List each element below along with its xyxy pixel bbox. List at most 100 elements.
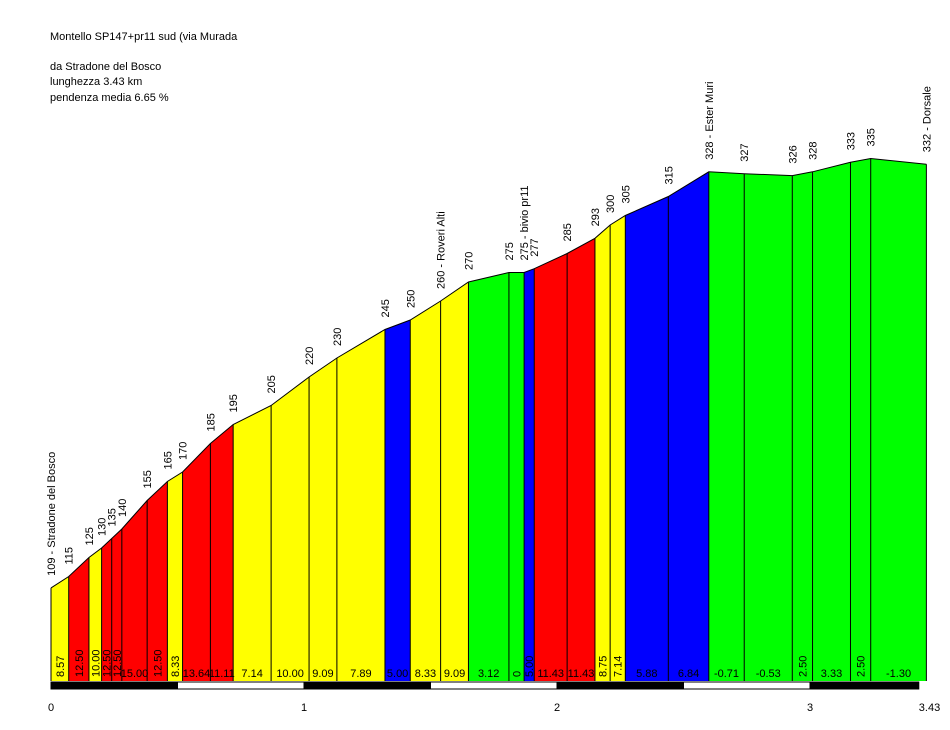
x-tick-label: 3.43 — [919, 702, 940, 714]
gradient-segment — [111, 529, 122, 681]
gradient-label: 8.57 — [55, 656, 67, 677]
gradient-label: 10.00 — [90, 649, 102, 677]
elevation-label: 170 — [178, 442, 190, 460]
length-label: lunghezza 3.43 km — [50, 76, 143, 88]
gradient-label: 15.00 — [121, 668, 149, 680]
elevation-label: 335 — [866, 128, 878, 146]
elevation-label: 326 — [787, 145, 799, 163]
elevation-label: 185 — [205, 413, 217, 431]
gradient-label: 7.14 — [613, 656, 625, 677]
elevation-label: 135 — [107, 508, 119, 526]
elevation-label: 275 — [504, 242, 516, 260]
gradient-segment — [744, 173, 793, 681]
elevation-label: 285 — [562, 223, 574, 241]
gradient-label: 8.33 — [170, 656, 182, 677]
gradient-label: 7.14 — [241, 668, 262, 680]
gradient-label: 12.50 — [102, 649, 114, 677]
gradient-segment — [182, 443, 211, 681]
profile-outline — [50, 157, 927, 589]
x-tick-label: 2 — [554, 702, 560, 714]
x-tick-label: 0 — [48, 702, 54, 714]
gradient-label: 8.75 — [598, 656, 610, 677]
elevation-label: 315 — [663, 166, 675, 184]
distance-scale-block — [50, 681, 178, 690]
gradient-segment — [870, 158, 927, 681]
gradient-label: 6.84 — [678, 668, 699, 680]
distance-scale-block — [177, 681, 305, 690]
gradient-segment — [410, 301, 441, 681]
elevation-label: 109 - Stradone del Bosco — [46, 452, 58, 576]
gradient-segment — [68, 557, 89, 681]
gradient-segment — [792, 171, 813, 682]
elevation-label: 115 — [64, 547, 76, 565]
elevation-label: 140 — [117, 499, 129, 517]
gradient-segment — [708, 171, 745, 682]
elevation-label: 327 — [739, 143, 751, 161]
elevation-label: 328 — [808, 141, 820, 159]
gradient-segment — [610, 215, 626, 681]
gradient-segment — [812, 162, 851, 682]
gradient-segment — [594, 225, 611, 681]
gradient-segment — [625, 196, 669, 681]
elevation-label: 293 — [590, 208, 602, 226]
x-tick-label: 3 — [807, 702, 813, 714]
gradient-segment — [336, 329, 385, 681]
gradient-segment — [524, 268, 535, 681]
elevation-label: 332 - Dorsale — [921, 86, 933, 152]
gradient-label: 3.33 — [821, 668, 842, 680]
gradient-segment — [167, 472, 183, 681]
gradient-segment — [271, 377, 310, 681]
elevation-label: 230 — [332, 328, 344, 346]
elevation-label: 130 — [97, 518, 109, 536]
gradient-label: 3.12 — [478, 668, 499, 680]
elevation-label: 305 — [620, 185, 632, 203]
gradient-segment — [468, 272, 509, 681]
distance-scale-block — [683, 681, 811, 690]
distance-scale-block — [556, 681, 684, 690]
gradient-label: 9.09 — [312, 668, 333, 680]
gradient-label: -0.71 — [714, 668, 739, 680]
gradient-segment — [384, 320, 411, 681]
gradient-label: 12.50 — [74, 649, 86, 677]
gradient-label: 11.43 — [537, 668, 564, 680]
gradient-label: 9.09 — [444, 668, 465, 680]
gradient-segment — [567, 238, 595, 682]
elevation-label: 270 — [463, 252, 475, 270]
elevation-label: 250 — [405, 290, 417, 308]
distance-scale-block — [303, 681, 431, 690]
elevation-label: 125 — [84, 527, 96, 545]
gradient-segment — [440, 282, 469, 681]
gradient-label: 11.11 — [209, 668, 235, 680]
gradient-segment — [668, 171, 709, 682]
gradient-segment — [121, 500, 148, 681]
elevation-label: 300 — [605, 195, 617, 213]
elevation-label: 220 — [304, 347, 316, 365]
gradient-label: 12.50 — [152, 649, 164, 677]
gradient-segment — [147, 481, 168, 681]
elevation-label: 155 — [142, 470, 154, 488]
gradient-label: 7.89 — [350, 668, 371, 680]
gradient-label: 12.50 — [112, 649, 124, 677]
gradient-segment — [309, 358, 337, 681]
gradient-label: 5.00 — [387, 668, 408, 680]
x-tick-label: 1 — [301, 702, 307, 714]
gradient-label: -0.53 — [756, 668, 781, 680]
start-location-label: da Stradone del Bosco — [50, 61, 162, 73]
gradient-segment — [51, 576, 69, 681]
distance-scale-block — [430, 681, 558, 690]
elevation-label: 260 - Roveri Alti — [436, 211, 448, 289]
elevation-label: 277 — [529, 238, 541, 256]
gradient-segment — [534, 253, 568, 681]
gradient-segment — [210, 424, 234, 681]
gradient-label: 10.00 — [276, 668, 304, 680]
gradient-label: 2.50 — [797, 656, 809, 677]
gradient-segment — [233, 405, 272, 681]
elevation-label: 333 — [845, 132, 857, 150]
gradient-segment — [101, 538, 112, 681]
elevation-label: 328 - Ester Muri — [704, 82, 716, 160]
gradient-segment — [508, 272, 525, 681]
gradient-label: 0 — [512, 671, 524, 677]
elevation-label: 205 — [266, 375, 278, 393]
gradient-label: 2.50 — [856, 656, 868, 677]
